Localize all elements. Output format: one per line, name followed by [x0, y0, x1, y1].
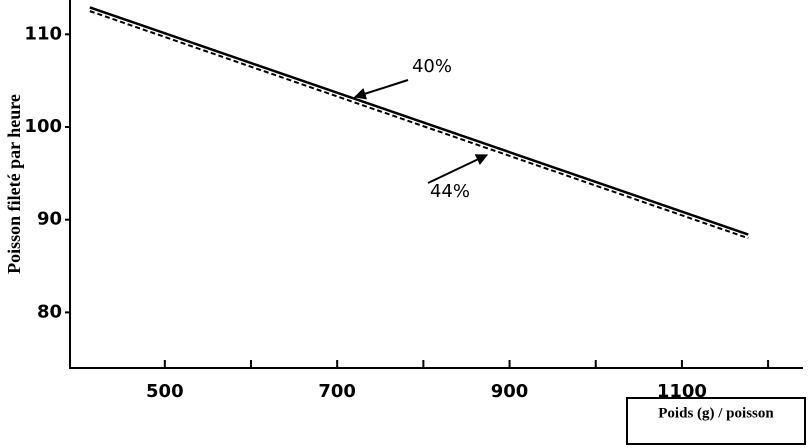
series-line [89, 10, 749, 240]
annotation-label: 40% [412, 56, 452, 77]
y-axis-label: Poisson fileté par heure [4, 94, 24, 274]
y-tick-label: 110 [24, 23, 62, 44]
annotation-arrow [427, 154, 489, 184]
x-axis-label: Poids (g) / poisson [658, 405, 774, 421]
series-line [89, 6, 749, 236]
annotation-arrow [353, 79, 409, 100]
y-tick-label: 100 [24, 116, 62, 137]
x-tick-label: 500 [146, 381, 184, 402]
x-tick-label: 700 [318, 381, 356, 402]
y-tick-label: 80 [37, 301, 62, 322]
x-tick-label: 900 [491, 381, 529, 402]
x-tick-label: 1100 [657, 381, 707, 402]
annotation-label: 44% [430, 181, 470, 202]
y-tick-label: 90 [37, 209, 62, 230]
x-label-box [626, 397, 806, 445]
